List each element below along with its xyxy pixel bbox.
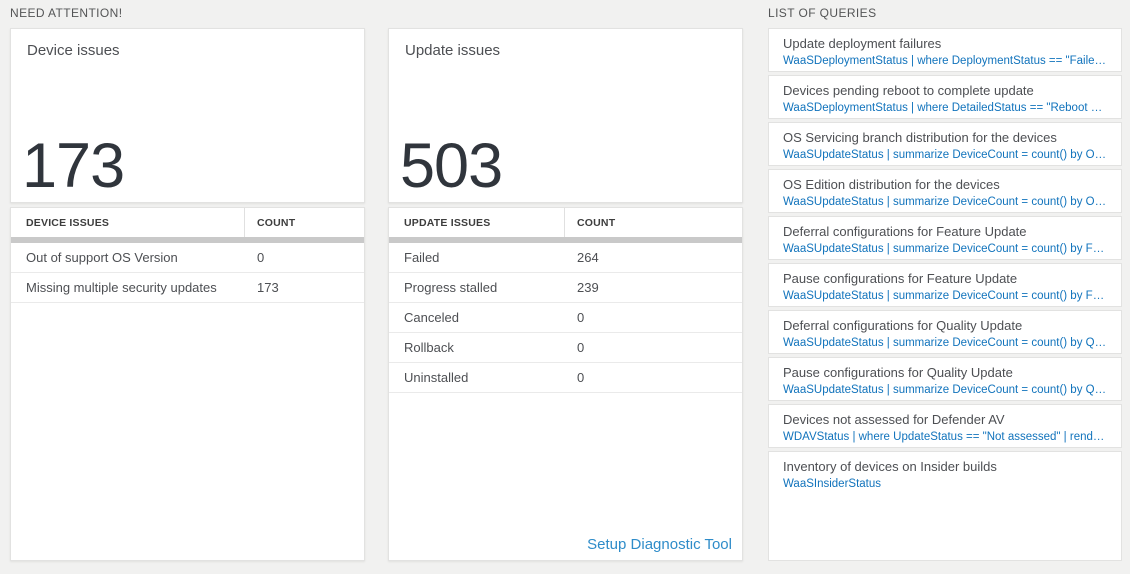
row-count: 0 [257, 250, 265, 265]
update-issues-table-header: UPDATE ISSUES COUNT [389, 208, 742, 237]
update-issues-table: UPDATE ISSUES COUNT Failed 264 Progress … [388, 207, 743, 561]
query-list-item[interactable]: Devices not assessed for Defender AV WDA… [768, 404, 1122, 448]
row-label: Failed [404, 250, 440, 265]
query-text: WaaSInsiderStatus [783, 478, 882, 490]
count-column-header: COUNT [257, 216, 296, 229]
table-row[interactable]: Progress stalled 239 [389, 273, 742, 303]
setup-diagnostic-tool-link[interactable]: Setup Diagnostic Tool [587, 536, 732, 553]
query-list-item[interactable]: OS Edition distribution for the devices … [768, 169, 1122, 213]
table-row[interactable]: Out of support OS Version 0 [11, 243, 364, 273]
table-header-divider [11, 237, 364, 243]
query-text: WaaSUpdateStatus | summarize DeviceCount… [783, 196, 1107, 208]
query-title: Devices pending reboot to complete updat… [783, 83, 1034, 98]
device-issues-tile[interactable]: Device issues 173 [10, 28, 365, 203]
query-list-item[interactable]: Inventory of devices on Insider builds W… [768, 451, 1122, 561]
query-list-item[interactable]: Pause configurations for Quality Update … [768, 357, 1122, 401]
row-label: Out of support OS Version [26, 250, 178, 265]
query-title: Pause configurations for Feature Update [783, 271, 1018, 286]
table-row[interactable]: Canceled 0 [389, 303, 742, 333]
row-count: 239 [577, 280, 599, 295]
count-column-header: COUNT [577, 216, 616, 229]
table-row[interactable]: Rollback 0 [389, 333, 742, 363]
row-label: Uninstalled [404, 370, 469, 385]
query-list-item[interactable]: Deferral configurations for Quality Upda… [768, 310, 1122, 354]
device-issues-column-header: DEVICE ISSUES [11, 208, 245, 237]
query-title: OS Edition distribution for the devices [783, 177, 1000, 192]
row-count: 173 [257, 280, 279, 295]
list-of-queries-section-title: LIST OF QUERIES [768, 6, 877, 20]
query-list-item[interactable]: Deferral configurations for Feature Upda… [768, 216, 1122, 260]
query-text: WaaSUpdateStatus | summarize DeviceCount… [783, 384, 1107, 396]
query-title: Update deployment failures [783, 36, 942, 51]
query-text: WDAVStatus | where UpdateStatus == "Not … [783, 431, 1107, 443]
table-row[interactable]: Failed 264 [389, 243, 742, 273]
table-header-divider [389, 237, 742, 243]
device-issues-table: DEVICE ISSUES COUNT Out of support OS Ve… [10, 207, 365, 561]
row-label: Canceled [404, 310, 459, 325]
row-count: 0 [577, 340, 585, 355]
query-text: WaaSDeploymentStatus | where DetailedSta… [783, 102, 1107, 114]
query-list: Update deployment failures WaaSDeploymen… [768, 28, 1122, 561]
row-count: 0 [577, 370, 585, 385]
query-text: WaaSUpdateStatus | summarize DeviceCount… [783, 290, 1107, 302]
need-attention-section-title: NEED ATTENTION! [10, 6, 123, 20]
row-count: 0 [577, 310, 585, 325]
query-title: Pause configurations for Quality Update [783, 365, 1013, 380]
table-row[interactable]: Missing multiple security updates 173 [11, 273, 364, 303]
row-label: Rollback [404, 340, 454, 355]
query-list-item[interactable]: Pause configurations for Feature Update … [768, 263, 1122, 307]
device-issues-tile-title: Device issues [27, 42, 120, 59]
query-text: WaaSDeploymentStatus | where DeploymentS… [783, 55, 1107, 67]
device-issues-table-header: DEVICE ISSUES COUNT [11, 208, 364, 237]
query-title: OS Servicing branch distribution for the… [783, 130, 1057, 145]
query-title: Deferral configurations for Quality Upda… [783, 318, 1023, 333]
query-list-item[interactable]: Devices pending reboot to complete updat… [768, 75, 1122, 119]
device-issues-count: 173 [22, 130, 125, 201]
query-list-item[interactable]: Update deployment failures WaaSDeploymen… [768, 28, 1122, 72]
query-title: Deferral configurations for Feature Upda… [783, 224, 1027, 239]
query-list-item[interactable]: OS Servicing branch distribution for the… [768, 122, 1122, 166]
row-label: Missing multiple security updates [26, 280, 217, 295]
update-issues-count: 503 [400, 130, 503, 201]
update-issues-tile-title: Update issues [405, 42, 501, 59]
query-text: WaaSUpdateStatus | summarize DeviceCount… [783, 149, 1107, 161]
query-text: WaaSUpdateStatus | summarize DeviceCount… [783, 337, 1107, 349]
row-count: 264 [577, 250, 599, 265]
query-title: Inventory of devices on Insider builds [783, 459, 997, 474]
query-title: Devices not assessed for Defender AV [783, 412, 1005, 427]
update-issues-tile[interactable]: Update issues 503 [388, 28, 743, 203]
row-label: Progress stalled [404, 280, 498, 295]
table-row[interactable]: Uninstalled 0 [389, 363, 742, 393]
query-text: WaaSUpdateStatus | summarize DeviceCount… [783, 243, 1107, 255]
update-issues-column-header: UPDATE ISSUES [389, 208, 565, 237]
